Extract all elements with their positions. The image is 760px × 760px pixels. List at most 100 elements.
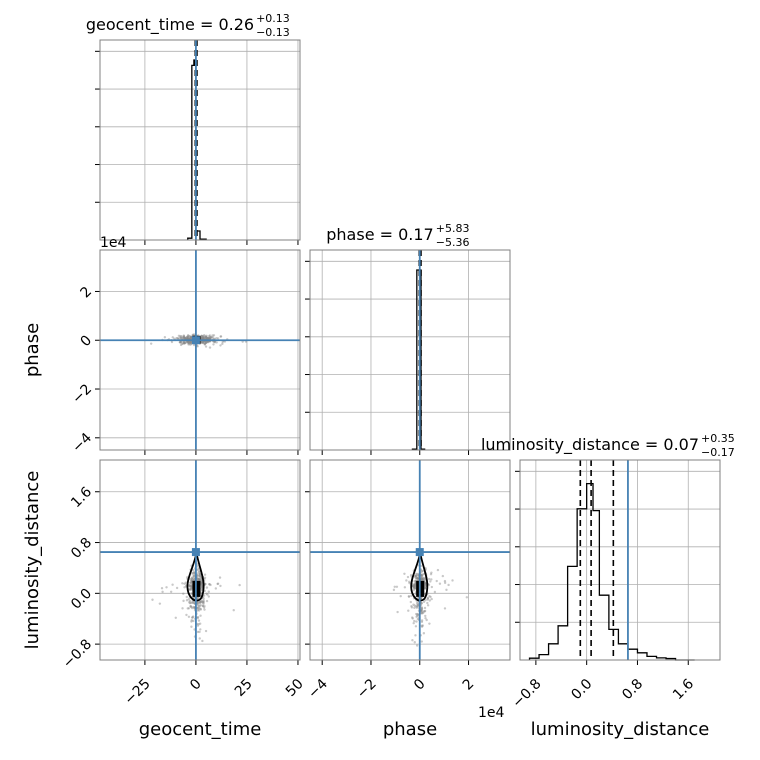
scatter-point xyxy=(186,341,190,344)
scatter-point xyxy=(196,577,199,580)
x-tick-label: 0 xyxy=(411,676,429,694)
scatter-point xyxy=(207,335,211,338)
scatter-point xyxy=(420,609,423,613)
scatter-point xyxy=(189,337,192,340)
scatter-point xyxy=(207,595,211,598)
scatter-point xyxy=(182,334,185,337)
scatter-point xyxy=(423,582,427,585)
panel-1-1 xyxy=(305,249,511,455)
scatter-point xyxy=(196,601,199,605)
scatter-point xyxy=(182,335,186,338)
scatter-point xyxy=(190,619,193,622)
scatter-point xyxy=(191,568,195,572)
scatter-point xyxy=(200,336,203,340)
scatter-point xyxy=(179,336,182,339)
scatter-point xyxy=(182,341,185,345)
scatter-point xyxy=(201,639,204,643)
scatter-point xyxy=(183,341,186,344)
scatter-point xyxy=(421,573,424,576)
scatter-point xyxy=(204,335,207,339)
scatter-point xyxy=(415,577,418,580)
scatter-point xyxy=(422,600,426,604)
scatter-point xyxy=(202,594,206,597)
scatter-point xyxy=(198,574,202,577)
scatter-point xyxy=(202,599,205,602)
scatter-point xyxy=(183,336,187,340)
scatter-point xyxy=(420,610,423,613)
scatter-point xyxy=(204,336,207,340)
histogram-luminosity_distance xyxy=(528,482,695,661)
scatter-point xyxy=(424,583,427,586)
scatter-point xyxy=(170,340,174,344)
x-tick-label: −0.8 xyxy=(509,676,544,711)
scatter-point xyxy=(197,571,200,574)
scatter-point xyxy=(189,341,192,344)
scatter-point xyxy=(408,581,411,585)
scatter-point xyxy=(188,601,192,605)
scatter-point xyxy=(420,570,424,573)
scatter-point xyxy=(407,609,410,612)
scatter-point xyxy=(205,592,208,595)
scatter-point xyxy=(189,584,192,588)
scatter-point xyxy=(204,335,207,338)
scatter-point xyxy=(205,334,208,338)
scatter-point xyxy=(198,570,201,574)
scatter-point xyxy=(188,341,191,344)
scatter-point xyxy=(421,576,424,579)
scatter-point xyxy=(413,583,416,586)
scatter-point xyxy=(175,337,178,340)
scatter-point xyxy=(424,581,427,585)
scatter-point xyxy=(421,578,424,582)
scatter-point xyxy=(179,334,182,338)
scatter-point xyxy=(204,335,208,339)
scatter-point xyxy=(171,583,174,586)
y-axis-label-phase: phase xyxy=(22,323,43,377)
y-tick-label: −4 xyxy=(69,430,95,456)
scatter-point xyxy=(199,607,202,611)
scatter-point xyxy=(192,615,195,618)
scatter-point xyxy=(421,578,424,582)
scatter-point xyxy=(188,599,192,603)
scatter-point xyxy=(179,336,183,340)
scatter-point xyxy=(416,612,419,616)
scatter-point xyxy=(182,599,185,603)
scatter-point xyxy=(197,577,201,581)
labels-layer: geocent_time phase luminosity_distance p… xyxy=(22,235,709,740)
scatter-point xyxy=(208,336,211,340)
scatter-point xyxy=(185,335,189,339)
scatter-point xyxy=(420,577,423,580)
scatter-point xyxy=(413,619,416,623)
scatter-point xyxy=(411,639,414,642)
scatter-point xyxy=(414,576,417,579)
scatter-point xyxy=(203,343,206,346)
scatter-point xyxy=(190,579,193,583)
scatter-point xyxy=(420,607,423,610)
scatter-point xyxy=(189,586,193,589)
scatter-point xyxy=(421,624,425,627)
scatter-point xyxy=(191,600,195,603)
scatter-point xyxy=(188,601,191,604)
panel-title-plus: +5.83 xyxy=(436,222,470,235)
scatter-point xyxy=(180,335,183,338)
scatter-point xyxy=(399,594,402,598)
scatter-point xyxy=(184,337,188,340)
scatter-point xyxy=(199,585,203,588)
panel-title-main: phase = 0.17 xyxy=(326,225,433,244)
scatter-point xyxy=(187,607,191,610)
scatter-point xyxy=(181,342,185,345)
scatter-point xyxy=(186,337,189,340)
scatter-point xyxy=(204,341,207,345)
scatter-point xyxy=(189,336,193,339)
scatter-point xyxy=(420,596,423,600)
scatter-point xyxy=(196,615,200,619)
scatter-point xyxy=(393,585,396,588)
scatter-point xyxy=(198,573,201,576)
scatter-point xyxy=(183,341,186,345)
scatter-point xyxy=(198,601,201,605)
scatter-point xyxy=(426,598,429,601)
scatter-point xyxy=(192,596,196,599)
scatter-point xyxy=(199,600,202,604)
scatter-point xyxy=(212,334,216,337)
scatter-point xyxy=(405,579,408,582)
x-axis-label-geocent-time: geocent_time xyxy=(139,719,262,740)
